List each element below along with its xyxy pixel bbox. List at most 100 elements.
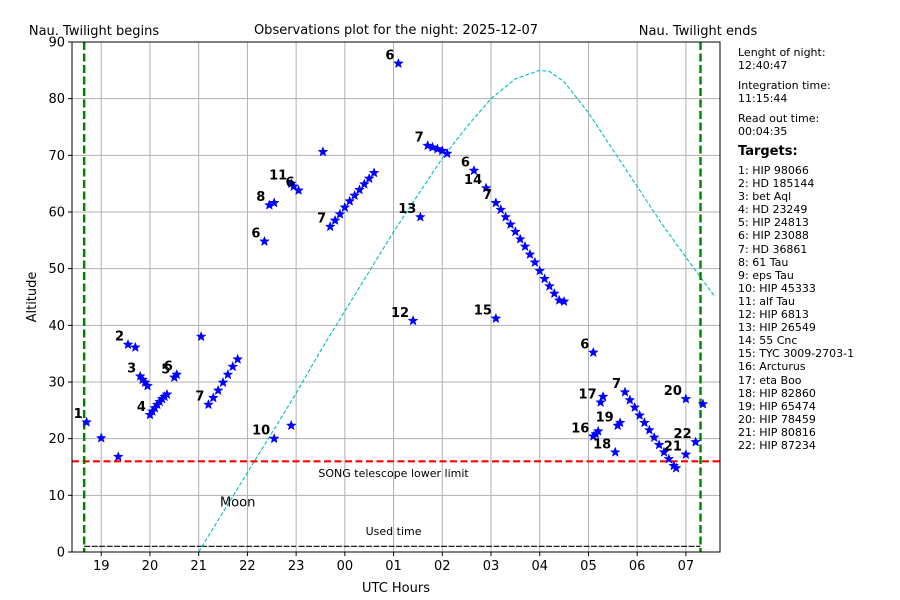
- target-marker: [212, 384, 224, 396]
- y-tick-label: 20: [48, 432, 65, 447]
- target-marker: [344, 195, 356, 206]
- target-marker: [680, 393, 692, 404]
- target-marker: [161, 388, 173, 400]
- target-marker: [259, 235, 270, 247]
- night-length-value: 12:40:47: [738, 59, 788, 72]
- plot-frame: [71, 41, 721, 553]
- target-marker: [329, 214, 341, 226]
- target-marker: [407, 315, 419, 326]
- target-marker: [203, 398, 214, 410]
- x-tick-label: 20: [142, 559, 159, 574]
- target-marker: [534, 265, 546, 276]
- night-length: Lenght of night: 12:40:47: [738, 46, 898, 72]
- target-marker: [490, 312, 502, 324]
- target-marker: [587, 346, 599, 358]
- target-marker: [222, 368, 234, 380]
- target-marker: [509, 226, 521, 237]
- target-marker: [368, 167, 380, 178]
- target-entry: 21: HIP 80816: [738, 425, 816, 439]
- target-entry: 9: eps Tau: [738, 268, 794, 282]
- target-marker: [529, 256, 541, 268]
- target-marker: [293, 184, 304, 196]
- target-marker: [670, 462, 682, 473]
- target-number-label: 6: [286, 175, 295, 190]
- target-number-label: 22: [674, 427, 692, 442]
- target-number-label: 7: [195, 390, 204, 405]
- twilight-end-label: Nau. Twilight ends: [639, 24, 758, 39]
- target-marker: [122, 338, 134, 350]
- target-number-label: 14: [464, 173, 482, 188]
- target-marker: [349, 189, 360, 201]
- target-marker: [95, 432, 107, 443]
- target-number-label: 7: [415, 131, 424, 146]
- y-tick-label: 0: [57, 546, 65, 561]
- x-tick-label: 06: [629, 559, 646, 574]
- target-number-label: 7: [317, 212, 326, 227]
- target-marker: [514, 233, 526, 244]
- target-marker: [634, 409, 646, 421]
- target-entry: 16: Arcturus: [738, 360, 806, 374]
- x-tick-label: 03: [483, 559, 500, 574]
- target-entry: 12: HIP 6813: [738, 308, 809, 322]
- point-labels: 1234567681011676121376141576171619187212…: [74, 49, 692, 455]
- target-number-label: 18: [593, 437, 611, 452]
- x-tick-label: 00: [337, 559, 354, 574]
- x-tick-label: 02: [434, 559, 451, 574]
- target-marker: [544, 280, 555, 291]
- target-marker: [629, 401, 641, 413]
- readout-time: Read out time: 00:04:35: [738, 112, 898, 138]
- target-number-label: 6: [385, 49, 394, 64]
- target-marker: [81, 416, 93, 427]
- target-marker: [441, 147, 453, 159]
- target-marker: [505, 218, 516, 230]
- target-marker: [142, 380, 153, 391]
- target-marker: [539, 273, 551, 284]
- target-number-label: 3: [127, 361, 136, 376]
- target-marker: [558, 295, 570, 307]
- target-entry: 20: HIP 78459: [738, 412, 816, 426]
- target-marker: [358, 178, 370, 189]
- target-entry: 2: HD 185144: [738, 177, 815, 191]
- target-marker: [334, 208, 346, 219]
- targets-list: 1: HIP 98066 2: HD 185144 3: bet Aql 4: HD …: [738, 164, 898, 452]
- y-tick-label: 40: [48, 319, 65, 334]
- target-number-label: 6: [164, 360, 173, 375]
- target-number-label: 12: [391, 306, 409, 321]
- target-number-label: 4: [137, 400, 146, 415]
- y-axis-label: Altitude: [25, 272, 40, 323]
- target-marker: [422, 139, 434, 151]
- target-number-label: 19: [596, 411, 614, 426]
- target-marker: [658, 446, 670, 457]
- target-marker: [393, 57, 404, 69]
- target-marker: [288, 180, 300, 192]
- target-entry: 11: alf Tau: [738, 294, 795, 308]
- y-tick-label: 80: [48, 92, 65, 107]
- target-marker: [609, 446, 621, 457]
- target-marker: [339, 201, 351, 213]
- x-tick-label: 21: [190, 559, 207, 574]
- readout-time-value: 00:04:35: [738, 125, 788, 138]
- x-tick-label: 05: [580, 559, 597, 574]
- info-panel: Lenght of night: 12:40:47 Integration ti…: [738, 46, 898, 452]
- target-entry: 3: bet Aql: [738, 190, 792, 204]
- target-entry: 13: HIP 26549: [738, 321, 816, 335]
- target-marker: [432, 143, 443, 154]
- target-number-label: 6: [461, 156, 470, 171]
- target-marker: [653, 439, 665, 450]
- target-marker: [597, 390, 609, 402]
- readout-time-label: Read out time:: [738, 112, 820, 125]
- target-marker: [354, 184, 365, 195]
- target-number-label: 1: [74, 407, 83, 422]
- target-marker: [171, 368, 183, 380]
- targets-header: Targets:: [738, 144, 798, 159]
- lower-limit-label: SONG telescope lower limit: [318, 467, 469, 480]
- target-marker: [495, 203, 507, 215]
- target-entry: 18: HIP 82860: [738, 386, 816, 400]
- target-marker: [414, 211, 426, 222]
- target-marker: [195, 330, 207, 342]
- target-marker: [643, 424, 655, 435]
- target-number-label: 2: [115, 330, 124, 345]
- target-marker: [268, 197, 280, 208]
- target-marker: [268, 432, 280, 444]
- target-entry: 7: HD 36861: [738, 242, 808, 256]
